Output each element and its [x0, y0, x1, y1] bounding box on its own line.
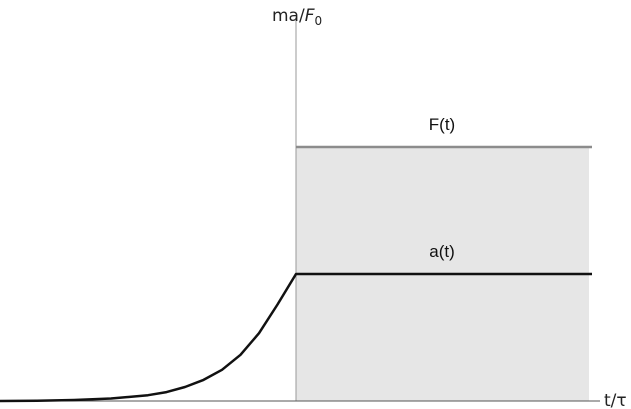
acceleration-series-line: [0, 272, 592, 403]
x-axis-label: t/τ: [604, 391, 627, 409]
y-axis-label: ma/F0: [272, 6, 322, 28]
acceleration-series-label: a(t): [429, 242, 455, 261]
y-axis-label-symbol: F: [305, 6, 315, 26]
y-axis-label-subscript: 0: [315, 14, 323, 28]
force-series-label: F(t): [429, 115, 455, 134]
y-axis-label-main: ma/: [272, 6, 305, 26]
